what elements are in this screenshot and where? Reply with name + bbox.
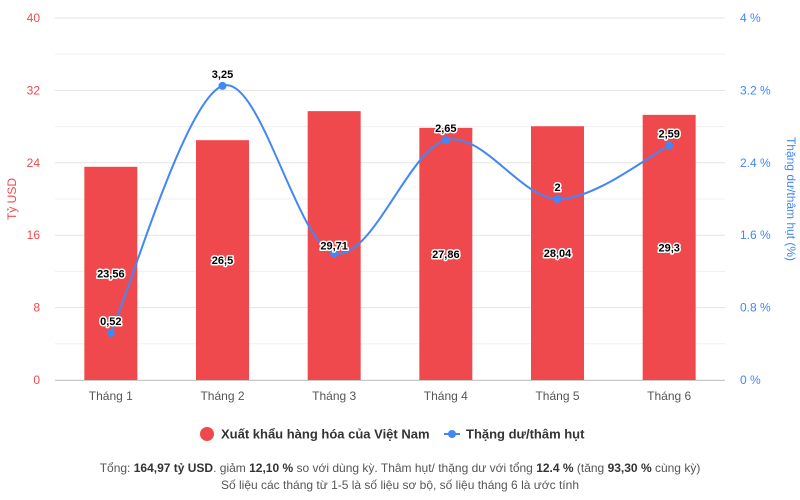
bar-data-label: 29,71 <box>320 241 348 253</box>
x-tick-label: Tháng 3 <box>312 389 356 403</box>
footer-note: Số liệu các tháng từ 1-5 là số liệu sơ b… <box>220 478 579 492</box>
line-point <box>106 328 115 337</box>
bar-series-export <box>84 111 696 381</box>
line-data-label: 2 <box>554 182 560 194</box>
line-point <box>330 249 339 258</box>
legend-bar-marker <box>200 427 214 441</box>
bar <box>419 127 473 380</box>
left-tick-label: 32 <box>27 83 41 97</box>
bar-data-label: 29,3 <box>658 242 679 254</box>
legend: Xuất khẩu hàng hóa của Việt Nam Thặng dư/… <box>200 427 585 442</box>
bar-data-label: 28,04 <box>544 248 572 260</box>
right-tick-label: 3.2 % <box>740 83 771 97</box>
left-axis-title: Tỷ USD <box>5 178 19 220</box>
right-axis-title: Thặng dư/thâm hụt (%) <box>784 137 798 261</box>
footer-summary: Tổng: 164,97 tỷ USD. giảm 12,10 % so với… <box>0 461 800 475</box>
bar-data-label: 23,56 <box>97 268 125 280</box>
legend-line-label: Thặng dư/thâm hụt <box>466 427 585 442</box>
left-tick-label: 8 <box>33 301 40 315</box>
line-point <box>665 141 674 150</box>
footer-text-3: so với dùng kỳ. Thâm hụt/ thặng dư với t… <box>293 461 537 475</box>
right-tick-label: 4 % <box>740 11 761 25</box>
right-tick-label: 0.8 % <box>740 301 771 315</box>
footer-ratio: 12.4 % <box>536 461 574 475</box>
x-tick-label: Tháng 4 <box>424 389 468 403</box>
x-tick-label: Tháng 1 <box>89 389 133 403</box>
line-point <box>553 195 562 203</box>
right-tick-label: 2.4 % <box>740 156 771 170</box>
line-data-label: 2,59 <box>658 129 679 141</box>
footer-text-5: cùng kỳ) <box>651 461 701 475</box>
line-point <box>218 81 227 90</box>
x-tick-label: Tháng 5 <box>535 389 579 403</box>
x-tick-label: Tháng 6 <box>647 389 691 403</box>
footer-text-2: . giảm <box>213 461 250 475</box>
left-tick-label: 0 <box>33 373 40 387</box>
legend-bar-label: Xuất khẩu hàng hóa của Việt Nam <box>221 427 430 442</box>
bar <box>196 140 249 380</box>
bar <box>531 126 584 380</box>
left-tick-label: 16 <box>27 228 41 242</box>
line-point <box>441 136 450 145</box>
line-data-label: 0,52 <box>100 316 121 328</box>
bar <box>642 114 696 381</box>
line-series-surplus <box>106 81 674 337</box>
bar <box>307 111 361 380</box>
line-data-label: 3,25 <box>212 69 233 81</box>
left-tick-label: 40 <box>27 11 41 25</box>
bar-data-label: 26,5 <box>212 255 233 267</box>
axes: 0 8 16 24 32 40 0 % 0.8 % 1.6 % 2.4 % 3.2 % 4 % Thán… <box>5 11 798 403</box>
surplus-line <box>109 84 670 334</box>
footer-text-1: Tổng: <box>99 461 134 475</box>
right-tick-label: 1.6 % <box>740 228 771 242</box>
data-labels: 23,56 26,5 29,71 27,86 28,04 29,3 0,52 3,25 2,65… <box>96 67 682 329</box>
legend-line-marker <box>448 430 456 438</box>
bar <box>84 166 138 380</box>
right-tick-label: 0 % <box>740 373 761 387</box>
left-tick-label: 24 <box>27 156 41 170</box>
footer-text-4: (tăng <box>573 461 608 475</box>
line-data-label: 2,65 <box>435 123 456 135</box>
x-tick-label: Tháng 2 <box>200 389 244 403</box>
gridlines <box>55 17 725 381</box>
footer-decrease: 12,10 % <box>249 461 294 475</box>
footer-total: 164,97 tỷ USD <box>133 461 214 475</box>
footer-increase: 93,30 % <box>607 461 652 475</box>
bar-data-label: 27,86 <box>432 249 460 261</box>
